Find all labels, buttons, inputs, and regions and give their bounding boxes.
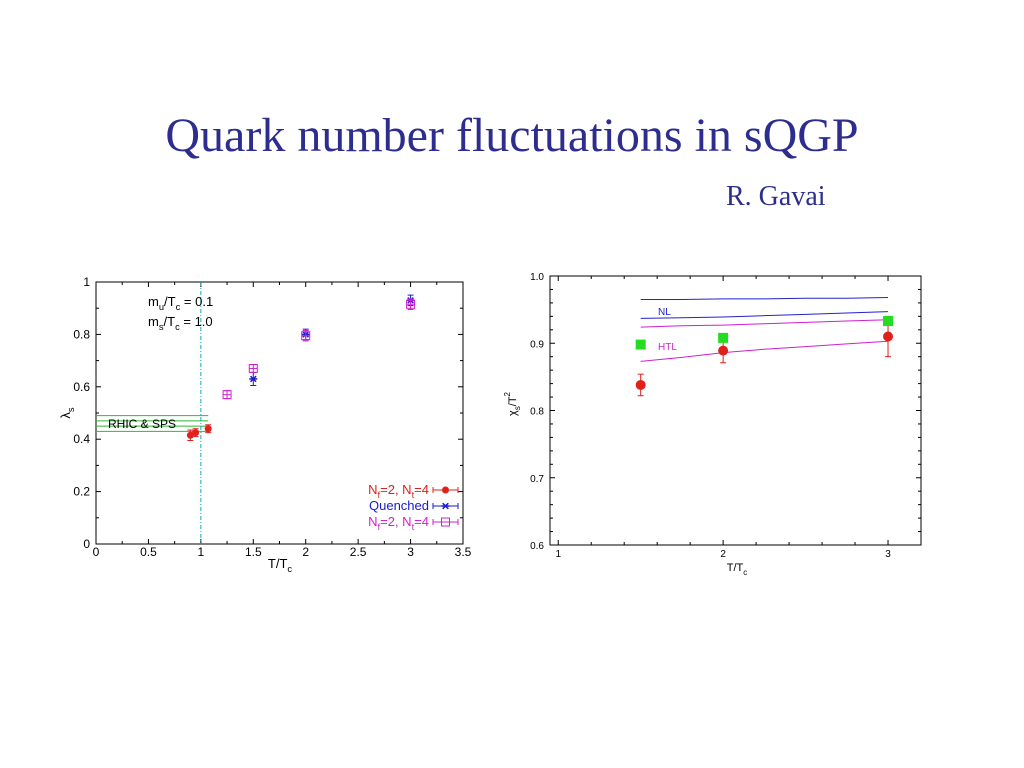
y-tick-label: 1 <box>83 275 90 289</box>
series0-point <box>204 425 212 433</box>
x-tick-label: 0.5 <box>140 545 157 559</box>
x-tick-label: 1 <box>198 545 205 559</box>
y-tick-label: 0.8 <box>73 327 90 341</box>
chart2-series1-point <box>718 332 729 343</box>
x-tick-label: 2 <box>302 545 309 559</box>
htl-curve-label: HTL <box>658 342 677 353</box>
legend-label: Quenched <box>369 498 429 513</box>
y-tick-label: 0.2 <box>73 485 90 499</box>
chart2-series1-point <box>635 339 646 350</box>
curve-nl-top <box>640 297 889 301</box>
series0-point <box>186 431 194 439</box>
y-axis-label: λs <box>58 407 76 419</box>
legend-label: Nf=2, Nt=4 <box>368 482 429 500</box>
chart1-plot: 0 0.5 1 1.5 2 2.5 3 3.5 0 0.2 0.4 0.6 0.8 1 T/Tc λs RHIC… <box>58 275 472 574</box>
legend-marker <box>441 502 450 510</box>
x-tick-label: 1 <box>555 549 561 560</box>
x-tick-label: 1.5 <box>245 545 262 559</box>
y-tick-label: 0.6 <box>73 380 90 394</box>
x-tick-label: 3 <box>407 545 414 559</box>
mass-ratio-u: mu/Tc = 0.1 <box>148 294 213 312</box>
mass-ratio-s: ms/Tc = 1.0 <box>148 314 213 332</box>
y-axis-label: χs/T2 <box>503 392 522 416</box>
y-tick-label: 0.6 <box>530 541 544 552</box>
y-tick-label: 0.8 <box>530 407 544 418</box>
rhic-sps-label: RHIC & SPS <box>108 417 176 431</box>
x-tick-label: 2.5 <box>350 545 367 559</box>
chart2-series0-point <box>883 331 894 342</box>
chart2-plot: 0.6 0.7 0.8 0.9 1.0 1 2 3 T/Tc χs/T2 NL HTL <box>503 272 922 577</box>
series0-point <box>192 429 200 437</box>
slide-author: R. Gavai <box>726 181 826 212</box>
chart2-series0-point <box>718 345 729 356</box>
y-tick-label: 0.7 <box>530 474 544 485</box>
curve-htl-upper <box>640 319 889 328</box>
x-tick-label: 3 <box>885 549 891 560</box>
chart2-series1-point <box>883 316 894 327</box>
nl-curve-label: NL <box>658 307 671 318</box>
curve-htl-lower <box>640 340 889 362</box>
chart2-series0-point <box>635 379 646 390</box>
curve-nl-lower <box>640 311 889 319</box>
legend-label: Nf=2, Nt=4 <box>368 514 429 532</box>
slide-title: Quark number fluctuations in sQGP <box>165 109 859 162</box>
y-tick-label: 0 <box>83 537 90 551</box>
x-tick-label: 2 <box>720 549 726 560</box>
x-axis-label: T/Tc <box>268 556 293 574</box>
y-tick-label: 0.9 <box>530 339 544 350</box>
x-tick-label: 3.5 <box>455 545 472 559</box>
x-axis-label: T/Tc <box>727 562 748 577</box>
legend-marker <box>442 486 449 494</box>
x-tick-label: 0 <box>93 545 100 559</box>
y-tick-label: 0.4 <box>73 432 90 446</box>
y-tick-label: 1.0 <box>530 272 544 283</box>
series1-point <box>249 375 258 383</box>
